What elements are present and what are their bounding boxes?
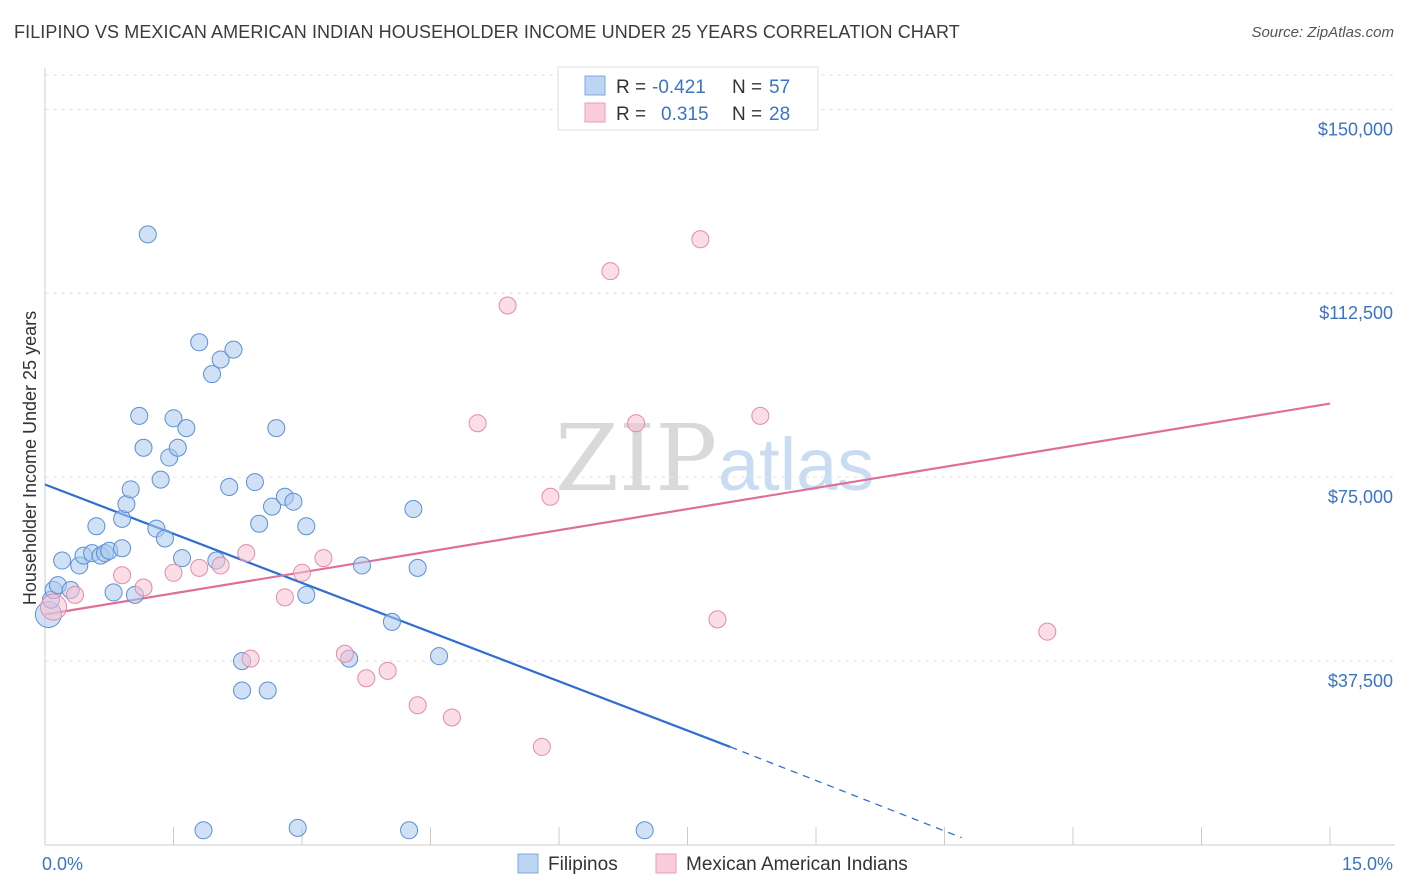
legend-n-label-2: N = [732, 104, 762, 125]
mexican-american-indians-point [691, 230, 710, 249]
filipinos-point [408, 558, 427, 577]
mexican-american-indians-point [532, 737, 551, 756]
mexican-american-indians-point [190, 558, 209, 577]
filipinos-point [352, 556, 371, 575]
mexican-american-indians-point [275, 588, 294, 607]
filipinos-point [258, 681, 277, 700]
bottom-legend-swatch-mexican-american-indians [655, 853, 677, 874]
filipinos-point [635, 821, 654, 840]
filipinos-point [155, 529, 174, 548]
bottom-legend-swatch-filipinos [517, 853, 539, 874]
chart-source: Source: ZipAtlas.com [1251, 24, 1394, 41]
watermark-atlas: atlas [718, 423, 874, 506]
bottom-legend-label-filipinos: Filipinos [548, 854, 618, 875]
mexican-american-indians-point [164, 563, 183, 582]
mexican-american-indians-point [1038, 622, 1057, 641]
legend-bottom: Filipinos Mexican American Indians [517, 853, 908, 875]
mexican-american-indians-point [468, 414, 487, 433]
filipinos-point [104, 583, 123, 602]
filipinos-point [134, 438, 153, 457]
y-tick-labels: $37,500 $75,000 $112,500 $150,000 [1318, 119, 1393, 691]
filipinos-point [53, 551, 72, 570]
y-tick-label: $150,000 [1318, 119, 1393, 139]
mexican-american-indians-point [211, 556, 230, 575]
mexican-american-indians-point [627, 414, 646, 433]
series-mexican-american-indians-points [40, 230, 1057, 756]
mexican-american-indians-point [498, 296, 517, 315]
filipinos-point [263, 497, 282, 516]
legend-r-value-1: -0.421 [652, 77, 706, 98]
legend-swatch-mexican-american-indians [584, 102, 606, 123]
y-tick-label: $75,000 [1328, 487, 1393, 507]
filipinos-point [400, 821, 419, 840]
filipinos-point [220, 477, 239, 496]
x-tick-label-max: 15.0% [1342, 854, 1393, 874]
filipinos-point [138, 225, 157, 244]
filipinos-point [203, 365, 222, 384]
mexican-american-indians-point [751, 406, 770, 425]
y-axis-title: Householder Income Under 25 years [20, 311, 40, 605]
mexican-american-indians-point [40, 593, 68, 621]
chart-title: FILIPINO VS MEXICAN AMERICAN INDIAN HOUS… [14, 22, 960, 42]
filipinos-point [168, 438, 187, 457]
trend-line-filipinos-extension [730, 746, 962, 839]
y-tick-label: $112,500 [1319, 303, 1393, 323]
legend-r-value-2: 0.315 [661, 104, 709, 125]
mexican-american-indians-point [241, 649, 260, 668]
series-filipinos-points [34, 225, 654, 840]
mexican-american-indians-point [378, 661, 397, 680]
mexican-american-indians-point [357, 669, 376, 688]
legend-top: R = -0.421 N = 57 R = 0.315 N = 28 [557, 66, 819, 131]
filipinos-point [297, 585, 316, 604]
legend-r-label-1: R = [616, 77, 646, 98]
mexican-american-indians-point [134, 578, 153, 597]
y-tick-label: $37,500 [1328, 671, 1393, 691]
grid-lines [45, 74, 1395, 662]
filipinos-point [288, 818, 307, 837]
mexican-american-indians-point [442, 708, 461, 727]
filipinos-point [297, 517, 316, 536]
filipinos-point [404, 500, 423, 519]
mexican-american-indians-point [293, 563, 311, 582]
filipinos-point [245, 473, 264, 492]
filipinos-point [87, 517, 106, 536]
legend-n-value-1: 57 [769, 77, 790, 98]
filipinos-point [121, 480, 140, 499]
legend-n-value-2: 28 [769, 104, 790, 125]
mexican-american-indians-point [601, 262, 620, 281]
filipinos-point [224, 340, 243, 359]
x-tick-label-min: 0.0% [42, 854, 83, 874]
mexican-american-indians-point [408, 696, 427, 715]
mexican-american-indians-point [335, 644, 354, 663]
filipinos-point [113, 539, 132, 558]
filipinos-point [177, 419, 196, 438]
filipinos-point [267, 419, 286, 438]
trend-line-mexican-american-indians [44, 402, 1331, 616]
filipinos-point [164, 409, 183, 428]
mexican-american-indians-point [65, 585, 84, 604]
bottom-legend-label-mexican-american-indians: Mexican American Indians [686, 854, 908, 875]
mexican-american-indians-point [541, 487, 560, 506]
filipinos-point [382, 612, 401, 631]
legend-r-label-2: R = [616, 104, 646, 125]
filipinos-point [173, 549, 192, 568]
legend-n-label-1: N = [732, 77, 762, 98]
filipinos-point [211, 350, 230, 369]
filipinos-point [233, 681, 252, 700]
mexican-american-indians-point [708, 610, 727, 629]
legend-swatch-filipinos [584, 75, 606, 96]
filipinos-point [190, 333, 209, 352]
mexican-american-indians-point [314, 549, 333, 568]
filipinos-point [250, 514, 269, 533]
filipinos-point [430, 647, 449, 666]
filipinos-point [194, 821, 213, 840]
filipinos-point [130, 406, 149, 425]
mexican-american-indians-point [237, 544, 256, 563]
mexican-american-indians-point [113, 566, 132, 585]
filipinos-point [284, 492, 303, 511]
filipinos-point [151, 470, 170, 489]
axes [44, 68, 1395, 846]
